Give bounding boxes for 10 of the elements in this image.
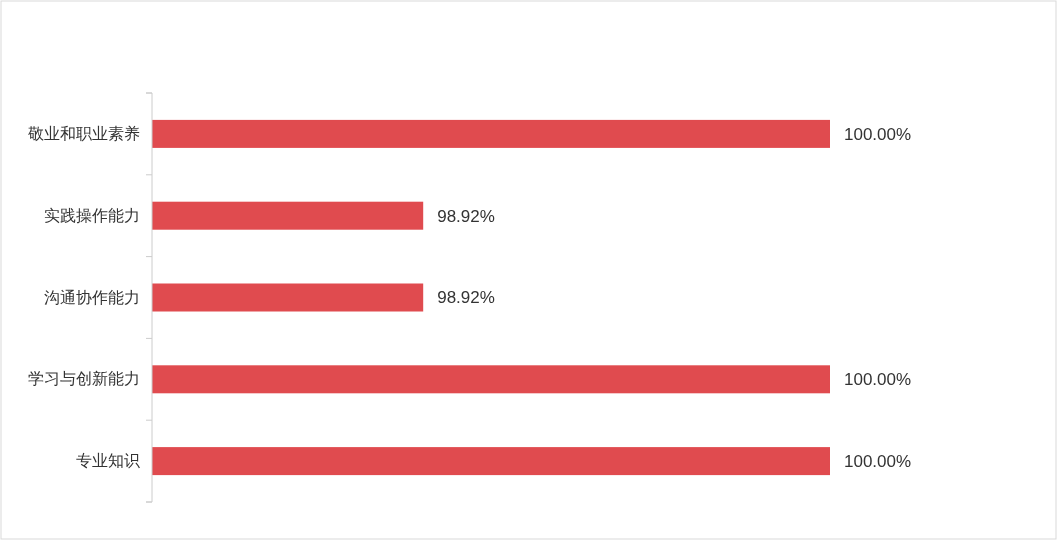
data-label: 98.92% bbox=[437, 206, 495, 226]
data-label: 100.00% bbox=[844, 452, 912, 472]
y-tick-label: 实践操作能力 bbox=[44, 205, 140, 225]
y-tick-label: 敬业和职业素养 bbox=[28, 124, 140, 144]
data-label: 100.00% bbox=[844, 370, 912, 390]
data-label: 98.92% bbox=[437, 288, 495, 308]
data-label: 100.00% bbox=[844, 124, 912, 144]
y-tick-label: 专业知识 bbox=[76, 451, 140, 471]
y-tick-label: 沟通协作能力 bbox=[44, 287, 140, 307]
y-tick-label: 学习与创新能力 bbox=[28, 369, 140, 389]
